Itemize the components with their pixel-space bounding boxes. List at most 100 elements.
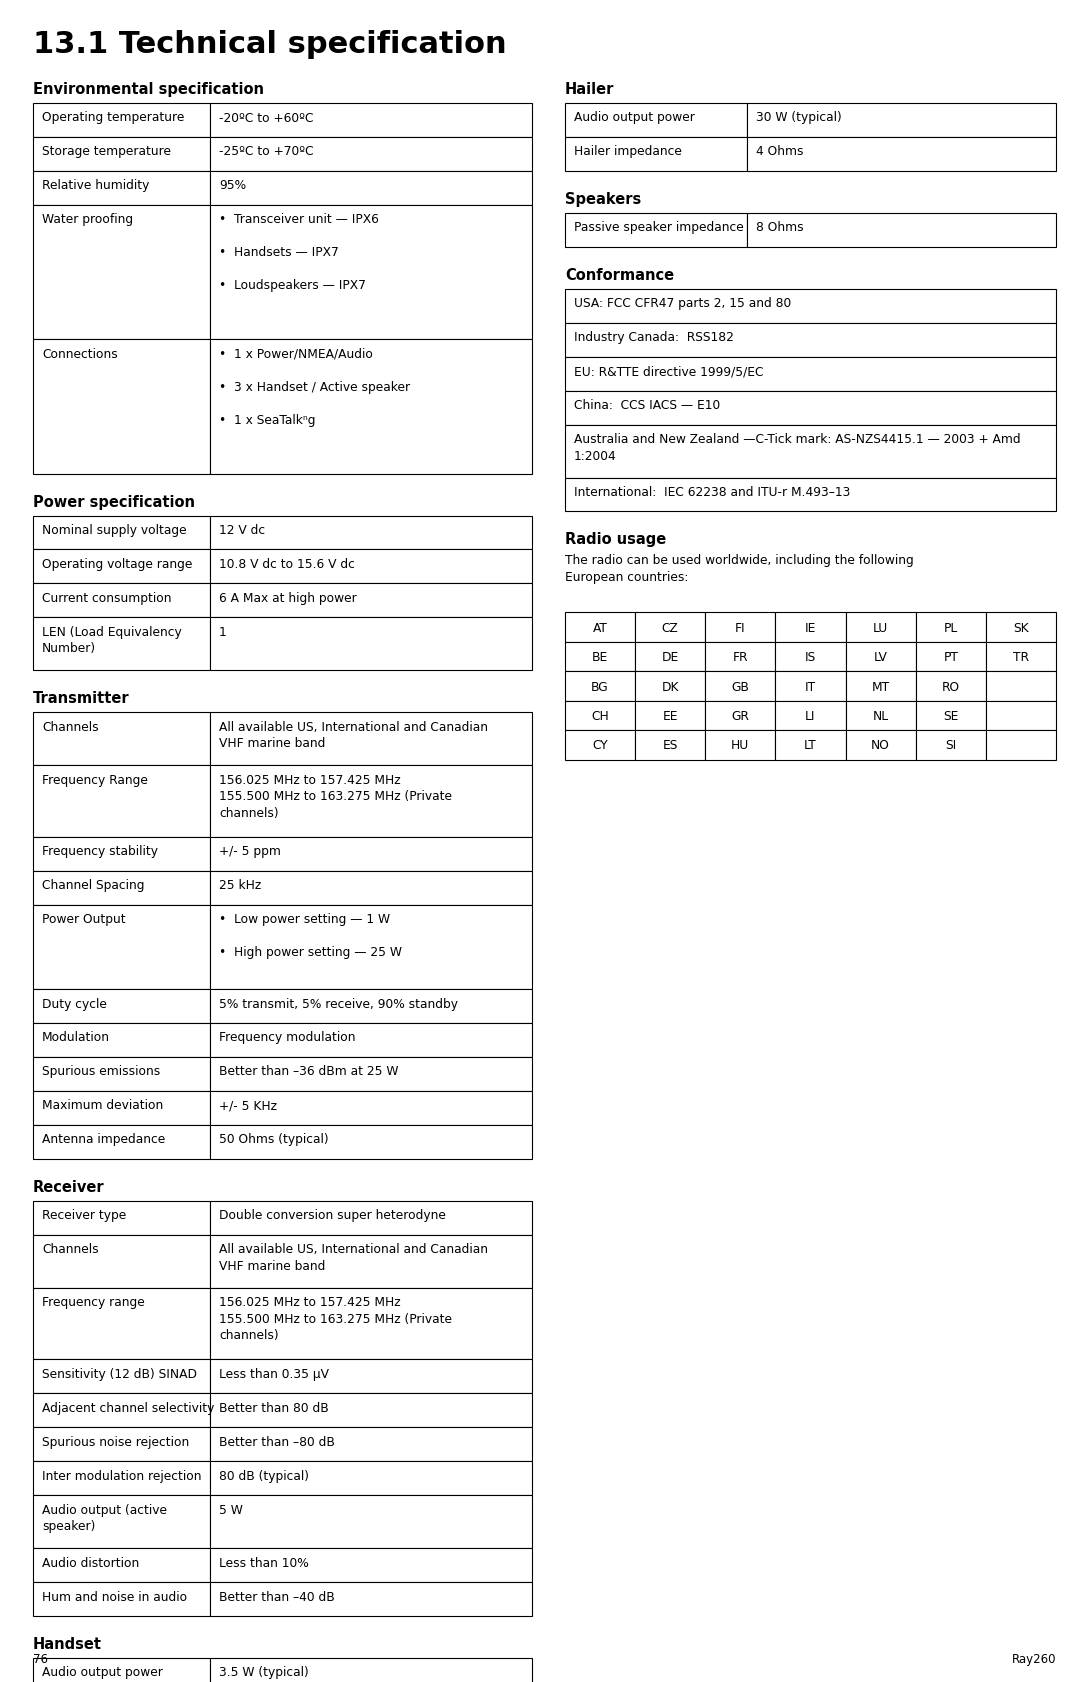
Bar bbox=[986, 614, 1056, 643]
Text: LEN (Load Equivalency
Number): LEN (Load Equivalency Number) bbox=[42, 626, 182, 654]
Text: Double conversion super heterodyne: Double conversion super heterodyne bbox=[219, 1209, 446, 1221]
Text: DK: DK bbox=[661, 680, 678, 693]
Bar bbox=[747, 214, 1056, 247]
Text: Operating voltage range: Operating voltage range bbox=[42, 558, 193, 570]
Bar bbox=[845, 732, 916, 760]
Text: Passive speaker impedance: Passive speaker impedance bbox=[574, 222, 744, 234]
Bar bbox=[33, 138, 210, 172]
Bar bbox=[775, 732, 845, 760]
Bar bbox=[565, 214, 747, 247]
Text: Receiver type: Receiver type bbox=[42, 1209, 126, 1221]
Text: Receiver: Receiver bbox=[33, 1179, 105, 1194]
Bar bbox=[775, 614, 845, 643]
Text: EE: EE bbox=[662, 710, 678, 723]
Text: GR: GR bbox=[732, 710, 749, 723]
Text: Frequency Range: Frequency Range bbox=[42, 774, 148, 785]
Bar bbox=[33, 1288, 210, 1359]
Bar bbox=[210, 1023, 531, 1058]
Bar bbox=[986, 673, 1056, 701]
Bar bbox=[33, 617, 210, 671]
Text: LT: LT bbox=[804, 738, 817, 752]
Text: Audio output power: Audio output power bbox=[42, 1665, 163, 1679]
Text: 3.5 W (typical): 3.5 W (typical) bbox=[219, 1665, 309, 1679]
Text: Speakers: Speakers bbox=[565, 192, 641, 207]
Bar bbox=[565, 392, 1056, 426]
Text: 1: 1 bbox=[219, 626, 227, 639]
Text: LV: LV bbox=[873, 651, 888, 664]
Bar bbox=[210, 1092, 531, 1125]
Bar bbox=[33, 765, 210, 838]
Bar bbox=[210, 989, 531, 1023]
Bar bbox=[565, 701, 635, 732]
Bar bbox=[565, 323, 1056, 358]
Bar bbox=[33, 989, 210, 1023]
Text: EU: R&TTE directive 1999/5/EC: EU: R&TTE directive 1999/5/EC bbox=[574, 365, 763, 378]
Text: Hailer: Hailer bbox=[565, 82, 614, 98]
Bar bbox=[33, 1058, 210, 1092]
Bar bbox=[565, 732, 635, 760]
Text: Environmental specification: Environmental specification bbox=[33, 82, 264, 98]
Text: Industry Canada:  RSS182: Industry Canada: RSS182 bbox=[574, 331, 734, 345]
Bar bbox=[706, 673, 775, 701]
Bar bbox=[33, 1583, 210, 1616]
Text: All available US, International and Canadian
VHF marine band: All available US, International and Cana… bbox=[219, 720, 488, 750]
Text: •  Transceiver unit — IPX6

•  Handsets — IPX7

•  Loudspeakers — IPX7: • Transceiver unit — IPX6 • Handsets — I… bbox=[219, 214, 379, 293]
Bar bbox=[210, 516, 531, 550]
Text: 8 Ohms: 8 Ohms bbox=[756, 222, 804, 234]
Bar bbox=[706, 643, 775, 673]
Bar bbox=[33, 1092, 210, 1125]
Text: Antenna impedance: Antenna impedance bbox=[42, 1132, 166, 1145]
Text: PL: PL bbox=[944, 621, 958, 634]
Bar bbox=[210, 1201, 531, 1235]
Bar bbox=[916, 673, 986, 701]
Text: China:  CCS IACS — E10: China: CCS IACS — E10 bbox=[574, 399, 720, 412]
Bar bbox=[33, 1462, 210, 1495]
Text: International:  IEC 62238 and ITU-r M.493–13: International: IEC 62238 and ITU-r M.493… bbox=[574, 486, 851, 498]
Text: Channels: Channels bbox=[42, 720, 99, 733]
Text: Audio output power: Audio output power bbox=[574, 111, 695, 124]
Text: IT: IT bbox=[805, 680, 816, 693]
Bar bbox=[916, 701, 986, 732]
Text: CH: CH bbox=[591, 710, 609, 723]
Bar bbox=[210, 138, 531, 172]
Text: Better than –80 dB: Better than –80 dB bbox=[219, 1435, 335, 1448]
Bar bbox=[210, 1658, 531, 1682]
Bar bbox=[210, 205, 531, 340]
Bar bbox=[33, 713, 210, 765]
Text: Better than –36 dBm at 25 W: Better than –36 dBm at 25 W bbox=[219, 1065, 399, 1078]
Text: Radio usage: Radio usage bbox=[565, 532, 666, 547]
Text: Operating temperature: Operating temperature bbox=[42, 111, 184, 124]
Bar bbox=[210, 550, 531, 584]
Bar bbox=[565, 614, 635, 643]
Bar bbox=[706, 614, 775, 643]
Text: 50 Ohms (typical): 50 Ohms (typical) bbox=[219, 1132, 329, 1145]
Text: 5 W: 5 W bbox=[219, 1502, 243, 1515]
Text: NL: NL bbox=[872, 710, 889, 723]
Text: 156.025 MHz to 157.425 MHz
155.500 MHz to 163.275 MHz (Private
channels): 156.025 MHz to 157.425 MHz 155.500 MHz t… bbox=[219, 1295, 452, 1341]
Bar bbox=[210, 1288, 531, 1359]
Text: Nominal supply voltage: Nominal supply voltage bbox=[42, 523, 186, 537]
Bar bbox=[845, 673, 916, 701]
Text: 76: 76 bbox=[33, 1652, 48, 1665]
Bar bbox=[916, 614, 986, 643]
Text: SE: SE bbox=[943, 710, 958, 723]
Text: Relative humidity: Relative humidity bbox=[42, 180, 149, 192]
Text: •  Low power setting — 1 W

•  High power setting — 25 W: • Low power setting — 1 W • High power s… bbox=[219, 913, 402, 959]
Bar bbox=[565, 426, 1056, 478]
Text: LI: LI bbox=[805, 710, 816, 723]
Text: Frequency range: Frequency range bbox=[42, 1295, 145, 1309]
Bar bbox=[565, 289, 1056, 323]
Text: Duty cycle: Duty cycle bbox=[42, 997, 107, 1009]
Text: Power Output: Power Output bbox=[42, 913, 125, 925]
Text: NO: NO bbox=[871, 738, 890, 752]
Text: Connections: Connections bbox=[42, 348, 118, 360]
Bar bbox=[916, 732, 986, 760]
Text: Handset: Handset bbox=[33, 1637, 102, 1652]
Text: Maximum deviation: Maximum deviation bbox=[42, 1098, 163, 1112]
Bar bbox=[210, 765, 531, 838]
Text: HU: HU bbox=[731, 738, 749, 752]
Bar bbox=[565, 104, 747, 138]
Text: Frequency modulation: Frequency modulation bbox=[219, 1031, 356, 1045]
Text: 6 A Max at high power: 6 A Max at high power bbox=[219, 592, 357, 604]
Bar bbox=[33, 1393, 210, 1428]
